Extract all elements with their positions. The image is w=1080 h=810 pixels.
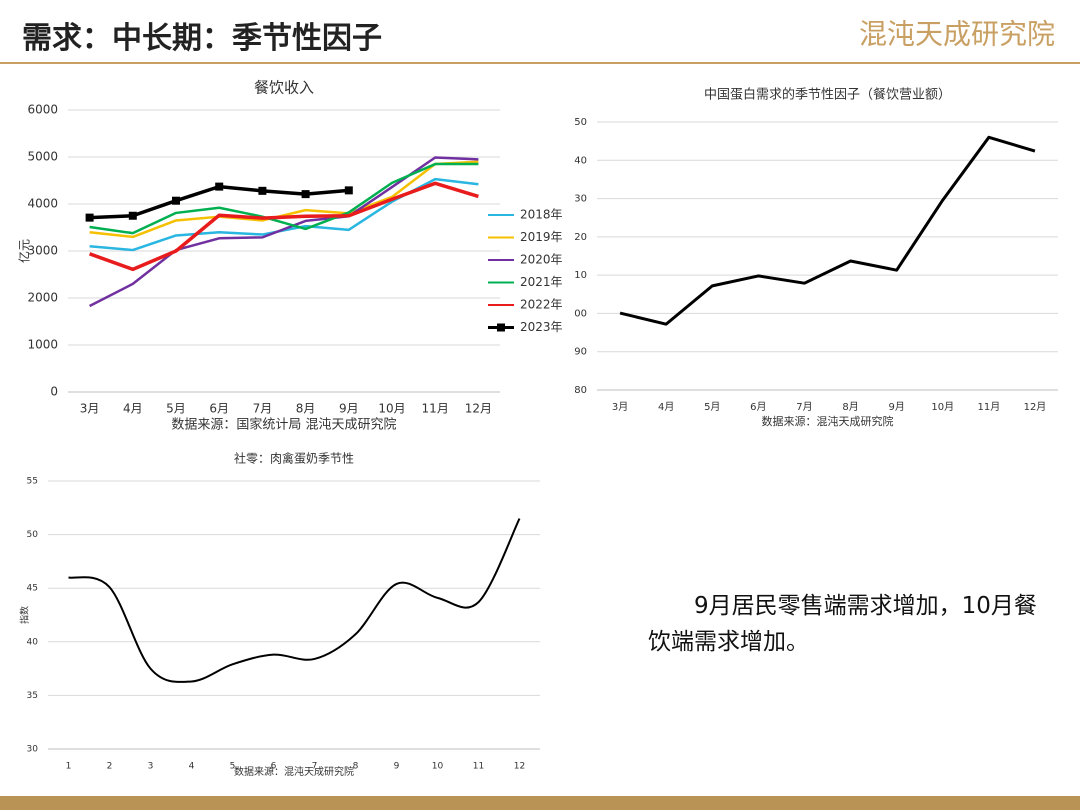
x-tick-label: 6 [271, 762, 277, 772]
x-tick-label: 5 [230, 762, 236, 772]
y-tick-label: 0 [50, 385, 58, 399]
legend-marker [497, 323, 505, 332]
source-note: 数据来源：混沌天成研究院 [234, 765, 354, 778]
x-tick-label: 2 [107, 762, 113, 772]
y-tick-label: 55 [27, 477, 38, 487]
y-tick-label: 50 [574, 117, 587, 128]
x-tick-label: 8 [353, 762, 359, 772]
note-box: 9月居民零售端需求增加，10月餐饮端需求增加。 [648, 593, 1037, 655]
y-tick-label: 3000 [27, 244, 58, 258]
y-tick-label: 90 [574, 347, 587, 358]
y-tick-label: 40 [574, 155, 587, 166]
y-axis-label: 亿元 [17, 239, 32, 263]
series-line [619, 135, 1036, 326]
x-tick-label: 4月 [123, 402, 143, 416]
y-tick-label: 45 [27, 584, 38, 594]
x-tick-label: 10 [432, 762, 444, 772]
marker [258, 186, 267, 195]
source-note: 数据来源：混沌天成研究院 [762, 414, 894, 428]
x-tick-label: 7 [312, 762, 318, 772]
y-tick-label: 6000 [27, 103, 58, 117]
x-tick-label: 9月 [888, 401, 904, 413]
slide-title: 需求：中长期：季节性因子 [22, 21, 382, 56]
x-tick-label: 10月 [931, 401, 954, 413]
note: 9月居民零售端需求增加，10月餐饮端需求增加。 [648, 593, 1037, 655]
x-tick-label: 9 [394, 762, 400, 772]
legend-label: 2019年 [520, 230, 563, 244]
y-tick-label: 40 [27, 637, 39, 647]
marker [172, 196, 180, 205]
x-tick-label: 4 [189, 762, 195, 772]
legend-label: 2020年 [520, 253, 563, 267]
footer-bar [0, 796, 1080, 810]
x-tick-label: 11月 [977, 401, 1000, 413]
legend-label: 2022年 [520, 298, 563, 312]
x-tick-label: 1 [66, 762, 72, 772]
chart-title: 社零：肉禽蛋奶季节性 [234, 451, 354, 466]
x-tick-label: 6月 [209, 402, 229, 416]
x-tick-label: 6月 [750, 401, 766, 413]
y-tick-label: 35 [27, 691, 38, 701]
x-tick-label: 5月 [704, 401, 720, 413]
x-tick-label: 9月 [339, 402, 359, 416]
x-tick-label: 10月 [378, 402, 405, 416]
source-note: 数据来源：国家统计局 混沌天成研究院 [171, 417, 396, 433]
x-tick-label: 3月 [80, 402, 100, 416]
series-line [89, 181, 479, 272]
x-tick-label: 3 [148, 762, 154, 772]
x-tick-label: 11月 [422, 402, 449, 416]
legend-label: 2018年 [520, 208, 563, 222]
x-tick-label: 11 [473, 762, 484, 772]
y-tick-label: 30 [27, 745, 39, 755]
y-tick-label: 5000 [27, 150, 58, 164]
chart-title: 餐饮收入 [254, 79, 314, 97]
x-tick-label: 8月 [842, 401, 858, 413]
y-tick-label: 20 [574, 232, 587, 243]
logo: 混沌天成研究院 [859, 18, 1055, 51]
y-tick-label: 10 [574, 270, 587, 281]
y-tick-label: 30 [574, 194, 587, 205]
marker [128, 211, 137, 220]
series-line [68, 518, 521, 683]
marker [301, 190, 310, 199]
series-line [89, 162, 479, 235]
y-tick-label: 00 [574, 308, 587, 319]
legend-label: 2021年 [520, 275, 563, 289]
marker [344, 186, 353, 195]
x-tick-label: 12 [514, 762, 525, 772]
x-tick-label: 7月 [796, 401, 812, 413]
marker [215, 182, 224, 191]
series-line [89, 160, 479, 239]
marker [85, 213, 94, 222]
y-tick-label: 4000 [27, 197, 58, 211]
y-axis-label: 指数 [19, 606, 31, 624]
x-tick-label: 7月 [253, 402, 273, 416]
y-tick-label: 1000 [27, 338, 58, 352]
legend-label: 2023年 [520, 320, 563, 334]
y-tick-label: 50 [27, 530, 39, 540]
x-tick-label: 12月 [465, 402, 492, 416]
y-tick-label: 80 [574, 385, 587, 396]
x-tick-label: 8月 [296, 402, 316, 416]
x-tick-label: 3月 [612, 401, 628, 413]
y-tick-label: 2000 [27, 291, 58, 305]
x-tick-label: 4月 [658, 401, 674, 413]
chart-title: 中国蛋白需求的季节性因子（餐饮营业额） [704, 87, 951, 103]
x-tick-label: 5月 [166, 402, 186, 416]
x-tick-label: 12月 [1024, 401, 1047, 413]
